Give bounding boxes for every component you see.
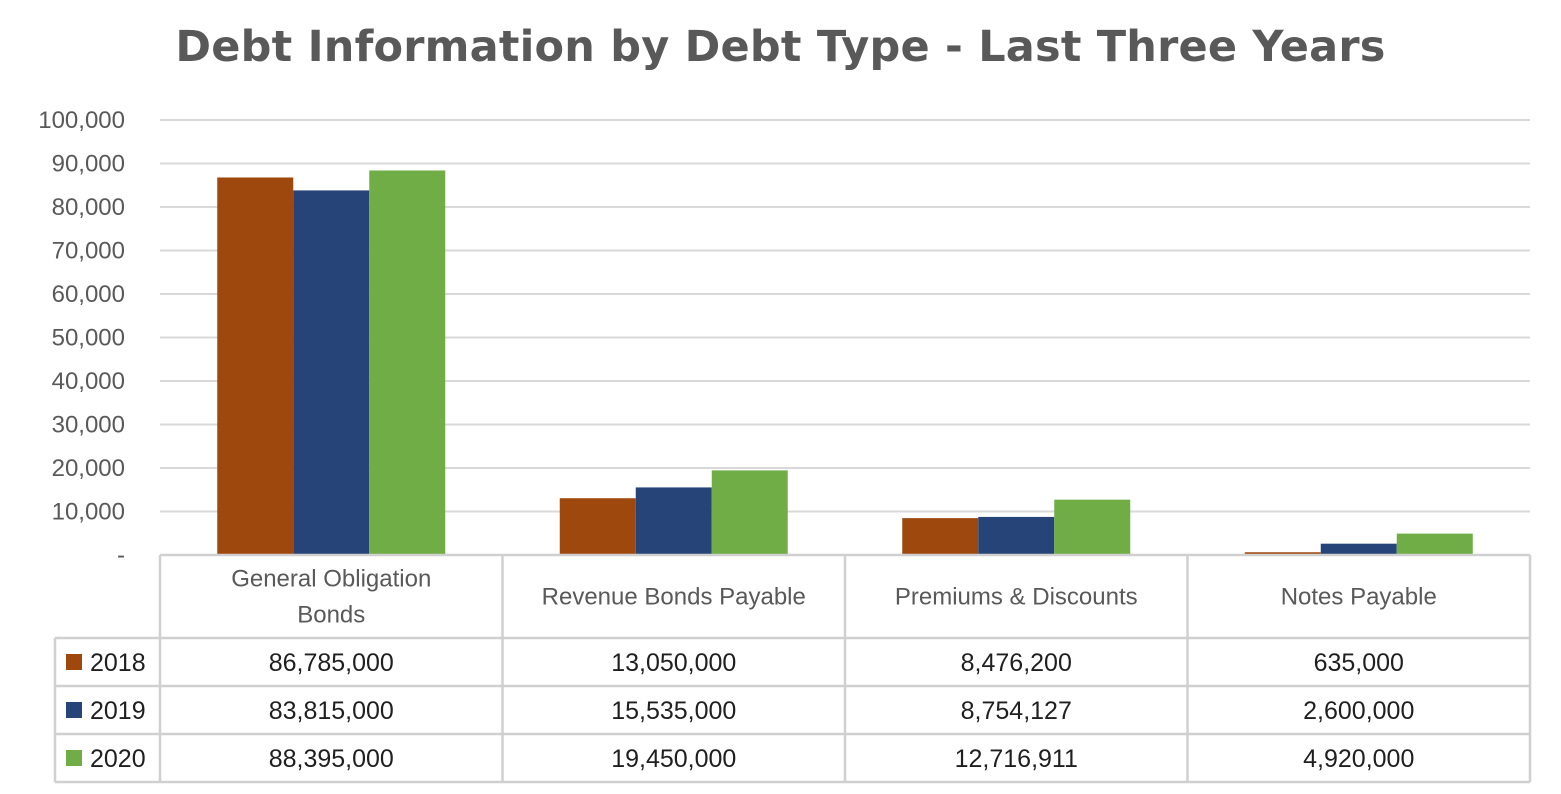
y-tick-label: 100,000 — [38, 107, 125, 134]
category-label: Premiums & Discounts — [895, 584, 1138, 611]
y-tick-label: 80,000 — [52, 194, 125, 221]
y-tick-label: 20,000 — [52, 455, 125, 482]
bar-2019 — [1320, 543, 1397, 555]
y-tick-label: 70,000 — [52, 238, 125, 265]
category-label: Notes Payable — [1281, 584, 1437, 611]
bar-2018 — [902, 518, 979, 555]
bar-2019 — [293, 190, 370, 555]
bar-2018 — [1244, 552, 1321, 555]
data-label: 86,785,000 — [269, 649, 394, 677]
legend-key-2019 — [66, 702, 82, 718]
bar-2020 — [711, 470, 788, 555]
data-label: 8,476,200 — [961, 649, 1072, 677]
data-label: 12,716,911 — [955, 745, 1078, 773]
y-tick-label: 40,000 — [52, 368, 125, 395]
y-tick-label: 50,000 — [52, 325, 125, 352]
data-label: 15,535,000 — [611, 697, 736, 725]
bar-2018 — [559, 498, 636, 555]
category-label: General Obligation — [231, 566, 431, 593]
bar-2020 — [369, 170, 446, 555]
bar-2018 — [217, 177, 294, 556]
legend-key-2020 — [66, 750, 82, 766]
bar-2020 — [1054, 499, 1131, 555]
data-label: 8,754,127 — [961, 697, 1072, 725]
data-label: 19,450,000 — [611, 745, 736, 773]
y-tick-label: - — [117, 542, 125, 569]
data-label: 635,000 — [1314, 649, 1404, 677]
y-tick-label: 30,000 — [52, 412, 125, 439]
category-label: Bonds — [297, 602, 365, 629]
bar-2019 — [978, 516, 1055, 555]
bar-2020 — [1396, 533, 1473, 555]
data-label: 13,050,000 — [611, 649, 736, 677]
data-label: 4,920,000 — [1303, 745, 1414, 773]
data-label: 88,395,000 — [269, 745, 394, 773]
category-label: Revenue Bonds Payable — [542, 584, 806, 611]
bar-2019 — [635, 487, 712, 555]
data-label: 2,600,000 — [1303, 697, 1414, 725]
legend-label: 2019 — [90, 697, 146, 725]
legend-key-2018 — [66, 654, 82, 670]
chart-title: Debt Information by Debt Type - Last Thr… — [175, 22, 1386, 72]
y-tick-label: 90,000 — [52, 151, 125, 178]
legend-label: 2018 — [90, 649, 146, 677]
y-tick-label: 60,000 — [52, 281, 125, 308]
y-tick-label: 10,000 — [52, 499, 125, 526]
data-label: 83,815,000 — [269, 697, 394, 725]
legend-label: 2020 — [90, 745, 146, 773]
